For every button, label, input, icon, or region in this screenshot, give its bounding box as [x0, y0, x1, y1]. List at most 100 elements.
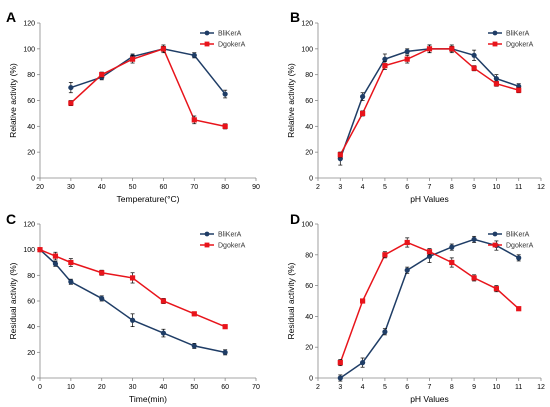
x-tick-label: 20 [36, 184, 44, 191]
x-tick-label: 11 [515, 184, 522, 191]
legend-label: DgokerA [506, 42, 534, 49]
x-tick-label: 12 [537, 384, 545, 391]
x-tick-label: 60 [221, 384, 229, 391]
series-line [70, 48, 226, 95]
x-tick-label: 3 [338, 384, 342, 391]
data-point [404, 267, 410, 273]
legend-label: BliKerA [218, 31, 242, 38]
y-axis-label: Relative activity (%) [8, 63, 18, 138]
data-point [68, 100, 74, 106]
y-tick-label: 0 [309, 376, 313, 383]
data-point [449, 259, 455, 266]
y-tick-label: 100 [301, 222, 313, 229]
y-tick-label: 60 [27, 299, 35, 306]
legend-item-blikera: BliKerA [488, 232, 530, 239]
data-point [52, 253, 59, 259]
x-tick-label: 10 [493, 384, 501, 391]
x-tick-label: 80 [221, 184, 229, 191]
data-point [222, 123, 228, 129]
x-tick-label: 9 [472, 384, 476, 391]
legend-marker [204, 231, 210, 237]
y-tick-label: 60 [305, 283, 313, 290]
x-tick-label: 70 [252, 384, 260, 391]
x-tick-label: 60 [160, 184, 168, 191]
x-tick-label: 3 [338, 184, 342, 191]
y-tick-label: 0 [31, 176, 35, 183]
x-tick-label: 5 [383, 384, 387, 391]
y-tick-label: 40 [305, 124, 313, 131]
data-point [360, 298, 366, 304]
x-tick-label: 4 [361, 384, 365, 391]
legend-marker [492, 242, 498, 248]
legend-item-dgokera: DgokerA [200, 42, 246, 49]
data-point [449, 46, 455, 52]
data-point [191, 52, 197, 58]
data-point [37, 247, 43, 253]
legend-item-blikera: BliKerA [200, 31, 242, 38]
data-point [382, 329, 388, 335]
y-tick-label: 20 [27, 150, 35, 157]
data-point [471, 52, 477, 58]
legend-marker [204, 30, 210, 36]
x-tick-label: 5 [383, 184, 387, 191]
legend-item-blikera: BliKerA [488, 31, 530, 38]
y-tick-label: 20 [305, 150, 313, 157]
y-tick-label: 120 [23, 222, 35, 229]
data-point [426, 46, 433, 52]
data-point [99, 295, 105, 302]
y-tick-label: 100 [23, 46, 35, 53]
x-tick-label: 6 [405, 184, 409, 191]
legend-label: DgokerA [506, 243, 534, 250]
y-tick-label: 100 [23, 247, 35, 254]
legend-label: DgokerA [218, 243, 246, 250]
data-point [382, 56, 388, 62]
x-tick-label: 8 [450, 184, 454, 191]
data-point [516, 87, 522, 93]
data-point [68, 279, 74, 285]
legend-marker [492, 30, 498, 36]
y-tick-label: 100 [301, 46, 313, 53]
data-point [493, 286, 499, 292]
x-tick-label: 90 [252, 184, 260, 191]
data-point [129, 56, 136, 62]
data-point [404, 48, 410, 55]
data-point [52, 261, 59, 267]
data-point [493, 75, 499, 82]
legend-item-dgokera: DgokerA [200, 243, 246, 250]
data-point [68, 259, 74, 266]
panel-label: B [290, 9, 300, 25]
data-point [404, 239, 410, 246]
y-tick-label: 60 [27, 98, 35, 105]
data-point [129, 275, 136, 281]
legend-label: BliKerA [506, 31, 530, 38]
data-point [382, 252, 388, 258]
y-tick-label: 80 [305, 72, 313, 79]
legend-marker [492, 41, 498, 47]
y-tick-label: 0 [31, 376, 35, 383]
y-tick-label: 40 [305, 314, 313, 321]
data-point [449, 244, 455, 250]
y-axis-label: Residual activity (%) [286, 262, 296, 339]
x-tick-label: 9 [472, 184, 476, 191]
x-tick-label: 50 [129, 184, 137, 191]
panel-label: C [6, 211, 16, 227]
y-tick-label: 20 [27, 350, 35, 357]
x-tick-label: 40 [160, 384, 168, 391]
legend-item-dgokera: DgokerA [488, 42, 534, 49]
x-axis-label: pH Values [410, 194, 449, 204]
series-dgokera [337, 237, 522, 367]
data-point [129, 317, 136, 323]
data-point [516, 306, 522, 312]
y-tick-label: 40 [27, 124, 35, 131]
data-point [160, 298, 167, 304]
series-dgokera [337, 44, 522, 158]
x-tick-label: 0 [38, 384, 42, 391]
x-tick-label: 11 [515, 384, 522, 391]
y-tick-label: 80 [305, 252, 313, 259]
legend-item-blikera: BliKerA [200, 232, 242, 239]
data-point [471, 275, 477, 281]
chart-panel-a: A20 30 40 50 60 70 80 90020406080100120Temperat… [6, 9, 260, 204]
y-tick-label: 80 [27, 72, 35, 79]
